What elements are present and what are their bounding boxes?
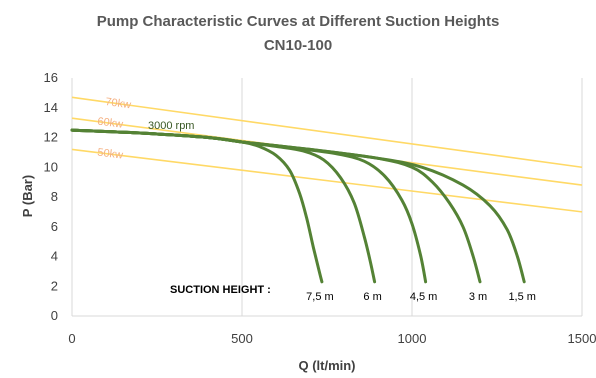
chart-subtitle: CN10-100	[264, 37, 332, 54]
x-tick-label: 1500	[568, 331, 596, 346]
power-lines: 70kw 60kw 50kw	[71, 96, 583, 213]
series-line	[70, 128, 428, 284]
series-label: 4,5 m	[410, 291, 438, 303]
series-label: 7,5 m	[306, 291, 334, 303]
x-tick-label: 0	[68, 331, 75, 346]
power-line-label: 70kw	[105, 96, 132, 111]
y-tick-label: 6	[51, 219, 58, 234]
suction-height-label: SUCTION HEIGHT :	[170, 284, 271, 296]
grid	[71, 78, 583, 317]
chart-title: Pump Characteristic Curves at Different …	[97, 13, 500, 30]
y-tick-label: 16	[44, 70, 58, 85]
y-axis-label: P (Bar)	[20, 175, 35, 217]
speed-label: 3000 rpm	[148, 120, 194, 132]
x-tick-label: 1000	[398, 331, 427, 346]
y-tick-label: 2	[51, 278, 58, 293]
series-label: 6 m	[363, 291, 381, 303]
curve-labels: 7,5 m 6 m 4,5 m 3 m 1,5 m	[306, 291, 536, 303]
power-line-label: 50kw	[97, 147, 124, 162]
series-line	[70, 128, 526, 284]
x-tick-label: 500	[231, 331, 253, 346]
x-axis-ticks: 0 500 1000 1500	[68, 331, 596, 346]
y-tick-label: 4	[51, 249, 58, 264]
series-label: 3 m	[469, 291, 487, 303]
y-tick-label: 8	[51, 189, 58, 204]
series-line	[70, 128, 482, 284]
series-label: 1,5 m	[508, 291, 536, 303]
pump-curves	[70, 128, 526, 284]
power-line-label: 60kw	[97, 116, 124, 131]
power-line	[71, 148, 583, 213]
y-tick-label: 10	[44, 159, 58, 174]
power-line	[71, 96, 583, 169]
y-tick-label: 14	[44, 100, 58, 115]
y-axis-ticks: 0 2 4 6 8 10 12 14 16	[44, 70, 58, 323]
x-axis-label: Q (lt/min)	[298, 358, 355, 373]
y-tick-label: 12	[44, 130, 58, 145]
y-tick-label: 0	[51, 308, 58, 323]
